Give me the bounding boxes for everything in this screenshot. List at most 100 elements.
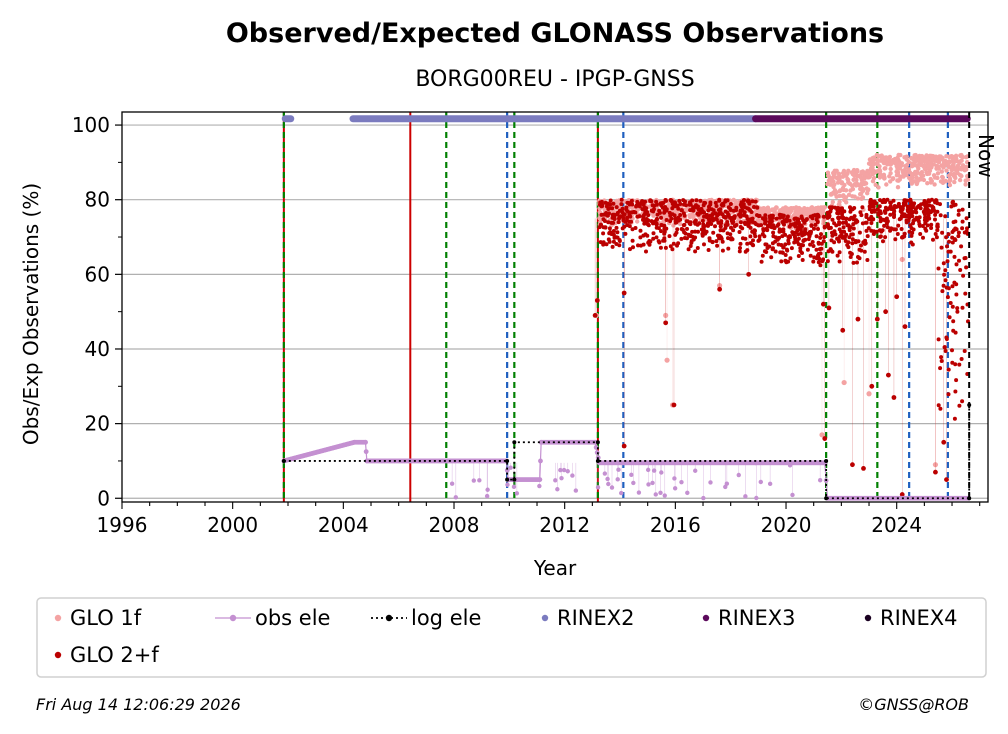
data-point — [888, 200, 893, 205]
data-point — [707, 217, 711, 222]
data-point — [631, 480, 636, 486]
data-point — [955, 306, 960, 311]
data-point — [830, 199, 835, 205]
data-point — [940, 174, 945, 180]
data-point — [799, 243, 804, 247]
data-point — [946, 249, 951, 254]
data-point — [706, 248, 711, 252]
data-point — [701, 231, 706, 235]
data-point — [959, 244, 964, 249]
data-point — [708, 213, 713, 218]
data-point — [943, 278, 948, 283]
data-point — [796, 254, 801, 258]
legend-swatch-logele — [385, 614, 393, 622]
data-point — [798, 249, 803, 253]
data-point — [818, 263, 823, 268]
data-point — [822, 436, 828, 441]
data-point — [965, 177, 971, 182]
data-point — [619, 490, 624, 496]
data-point — [617, 239, 622, 243]
data-point — [824, 458, 829, 463]
data-point — [808, 253, 813, 258]
data-point — [672, 486, 678, 491]
data-point — [816, 227, 820, 231]
data-point — [908, 198, 913, 203]
data-point — [726, 236, 730, 241]
data-point — [898, 152, 903, 158]
legend-swatch-rinex4 — [864, 614, 872, 622]
data-point — [775, 237, 780, 242]
data-point — [753, 199, 758, 204]
y-tick-label: 60 — [85, 262, 110, 286]
data-point — [701, 227, 706, 232]
footer-timestamp: Fri Aug 14 12:06:29 2026 — [36, 695, 241, 714]
data-point — [505, 477, 510, 482]
data-point — [728, 206, 733, 211]
data-point — [720, 201, 725, 206]
data-point — [841, 225, 846, 230]
data-point — [909, 164, 915, 169]
data-point — [909, 233, 914, 238]
data-point — [771, 230, 776, 235]
data-point — [537, 483, 542, 489]
data-point — [845, 223, 850, 228]
data-point — [830, 217, 835, 222]
data-point — [936, 266, 941, 271]
data-point — [946, 232, 951, 237]
data-point — [612, 216, 617, 221]
data-point — [802, 211, 808, 216]
data-point — [615, 477, 620, 482]
data-point — [624, 205, 629, 210]
data-point — [635, 219, 640, 224]
data-point — [818, 235, 823, 240]
data-point — [743, 205, 747, 210]
data-point — [606, 220, 611, 225]
data-point — [686, 232, 691, 237]
data-point — [932, 182, 937, 187]
data-point — [449, 481, 455, 486]
data-point — [921, 177, 927, 183]
data-point — [616, 220, 621, 225]
data-point — [854, 218, 859, 223]
data-point — [910, 242, 915, 247]
data-point — [761, 207, 766, 212]
data-point — [537, 477, 543, 483]
data-point — [809, 223, 814, 228]
data-point — [746, 198, 751, 203]
data-point — [648, 239, 653, 244]
data-point — [807, 230, 812, 234]
data-point — [780, 215, 785, 219]
data-point — [662, 238, 667, 243]
data-point — [631, 210, 636, 214]
series-obs-ele — [281, 439, 972, 501]
data-point — [784, 247, 789, 252]
data-point — [659, 470, 664, 475]
data-point — [805, 209, 811, 214]
data-point — [835, 253, 840, 258]
data-point — [935, 171, 941, 176]
data-point — [960, 219, 965, 224]
data-point — [793, 224, 798, 229]
data-point — [942, 272, 947, 277]
data-point — [753, 234, 758, 239]
data-point — [936, 403, 941, 408]
data-point — [679, 208, 684, 213]
data-point — [682, 213, 687, 218]
data-point — [847, 235, 852, 240]
data-point — [908, 178, 913, 184]
data-point — [737, 249, 742, 254]
data-point — [702, 242, 706, 247]
data-point — [918, 232, 923, 236]
data-point — [764, 242, 769, 247]
data-point — [887, 174, 892, 179]
data-point — [883, 309, 889, 315]
data-point — [798, 246, 803, 251]
data-point — [717, 286, 723, 292]
data-point — [884, 182, 889, 187]
data-point — [840, 327, 846, 333]
data-point — [726, 213, 731, 218]
data-point — [899, 206, 903, 211]
data-point — [916, 162, 921, 167]
data-point — [662, 493, 667, 498]
data-point — [667, 234, 672, 239]
